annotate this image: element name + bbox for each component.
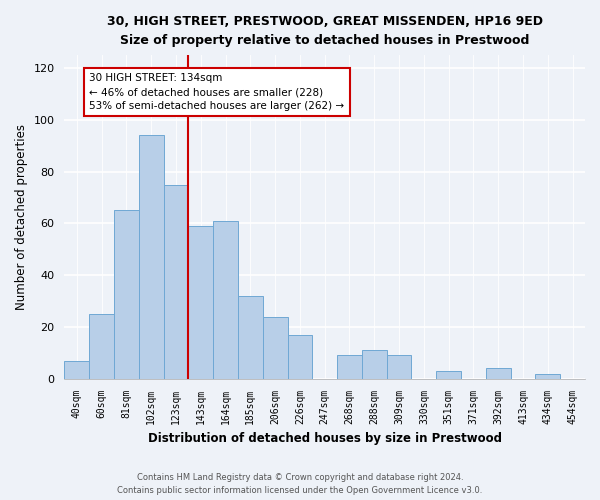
Title: 30, HIGH STREET, PRESTWOOD, GREAT MISSENDEN, HP16 9ED
Size of property relative : 30, HIGH STREET, PRESTWOOD, GREAT MISSEN… [107,15,543,47]
Bar [337,356,362,378]
Text: Contains HM Land Registry data © Crown copyright and database right 2024.
Contai: Contains HM Land Registry data © Crown c… [118,474,482,495]
Y-axis label: Number of detached properties: Number of detached properties [15,124,28,310]
Text: 30 HIGH STREET: 134sqm
← 46% of detached houses are smaller (228)
53% of semi-de: 30 HIGH STREET: 134sqm ← 46% of detached… [89,73,344,111]
Bar [64,360,89,378]
Bar [188,226,213,378]
Bar [386,356,412,378]
Bar [164,184,188,378]
Bar [114,210,139,378]
Bar [287,334,313,378]
Bar [213,221,238,378]
Bar [139,136,164,378]
Bar [436,371,461,378]
X-axis label: Distribution of detached houses by size in Prestwood: Distribution of detached houses by size … [148,432,502,445]
Bar [238,296,263,378]
Bar [89,314,114,378]
Bar [362,350,386,378]
Bar [263,316,287,378]
Bar [535,374,560,378]
Bar [486,368,511,378]
